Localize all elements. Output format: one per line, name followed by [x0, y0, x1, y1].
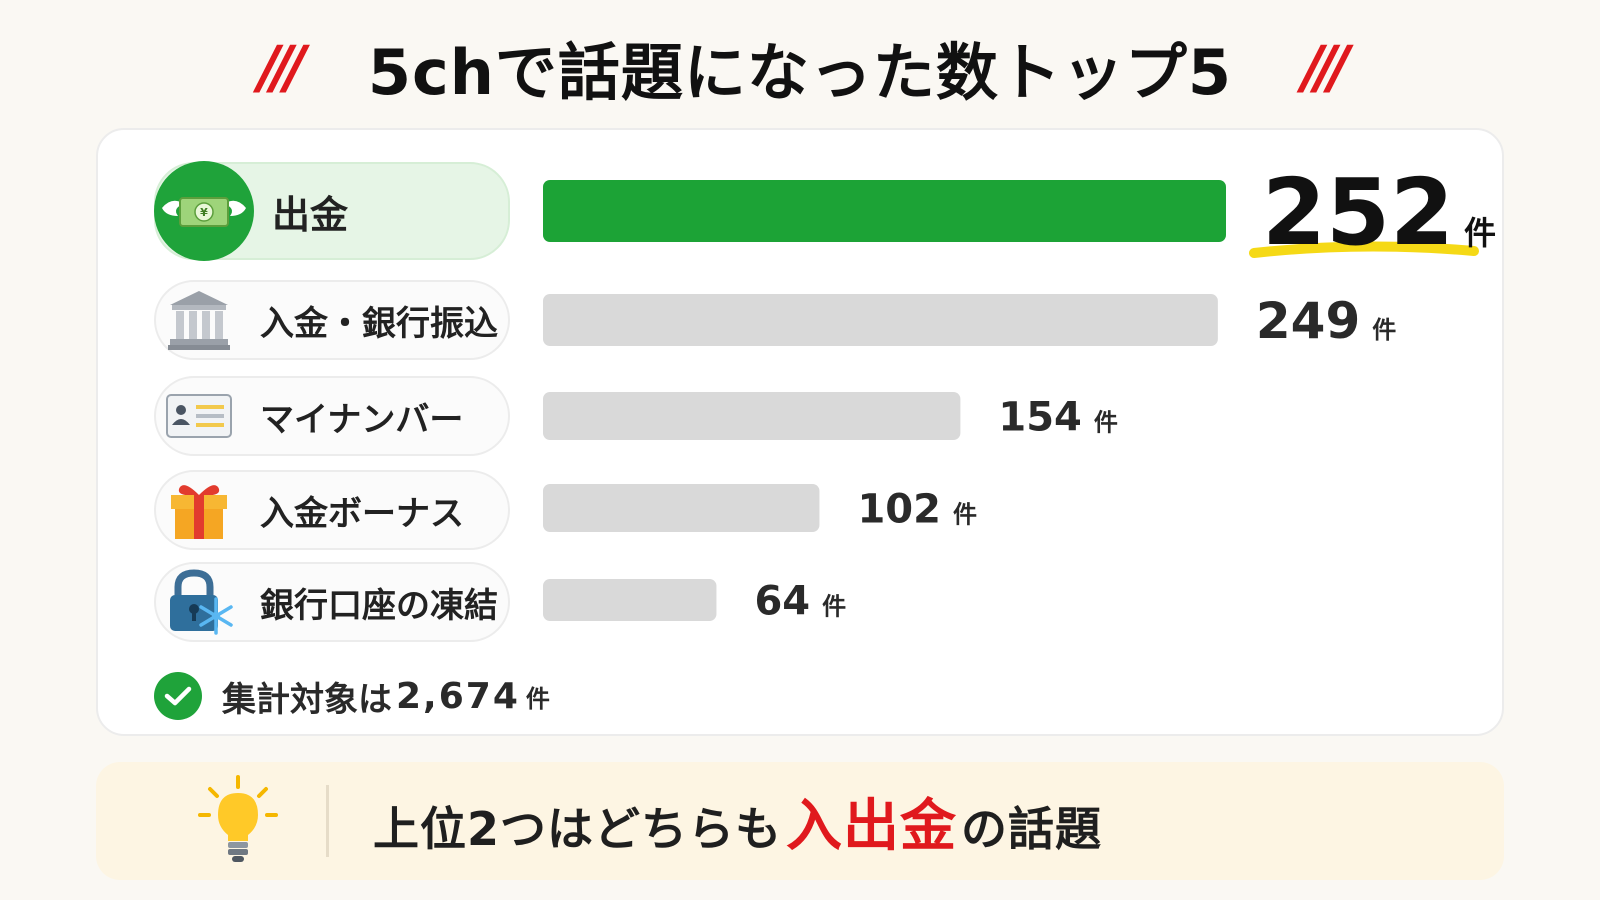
divider: [326, 785, 329, 857]
category-deposit-bonus: 入金ボーナス: [154, 470, 510, 550]
category-label: マイナンバー: [260, 399, 464, 440]
check-icon: [154, 672, 202, 720]
note-suffix: の話題: [961, 801, 1103, 856]
category-label: 銀行口座の凍結: [260, 585, 498, 626]
header: /// 5chで話題になった数トップ5 ///: [0, 22, 1600, 112]
insight-note: 上位2つはどちらも入出金の話題: [96, 762, 1504, 880]
light-bulb-icon: [178, 775, 298, 867]
gift-icon: [156, 473, 242, 547]
slash-decoration-left: ///: [258, 33, 305, 101]
page-title: 5chで話題になった数トップ5: [367, 36, 1233, 109]
total-value: 2,674: [396, 675, 520, 717]
svg-text:¥: ¥: [200, 206, 208, 219]
total-label: 集計対象は: [222, 679, 392, 720]
money-with-wings-icon: ¥: [154, 161, 254, 261]
note-emphasis: 入出金: [786, 793, 958, 859]
note-text: 上位2つはどちらも入出金の話題: [373, 781, 1102, 862]
category-withdrawal: ¥ 出金: [154, 161, 510, 261]
id-card-icon: [156, 379, 242, 453]
category-label: 出金: [272, 192, 349, 237]
frozen-lock-icon: [156, 565, 242, 639]
note-prefix: 上位2つはどちらも: [373, 801, 783, 856]
slash-decoration-right: ///: [1302, 33, 1349, 101]
total-unit: 件: [525, 684, 550, 713]
category-deposit-bank-transfer: 入金・銀行振込: [154, 280, 510, 360]
category-my-number: マイナンバー: [154, 376, 510, 456]
total-summary: 集計対象は 2,674 件: [154, 672, 550, 720]
bank-icon: [156, 283, 242, 357]
category-label: 入金ボーナス: [260, 493, 464, 534]
category-bank-account-freeze: 銀行口座の凍結: [154, 562, 510, 642]
category-label: 入金・銀行振込: [260, 303, 498, 344]
